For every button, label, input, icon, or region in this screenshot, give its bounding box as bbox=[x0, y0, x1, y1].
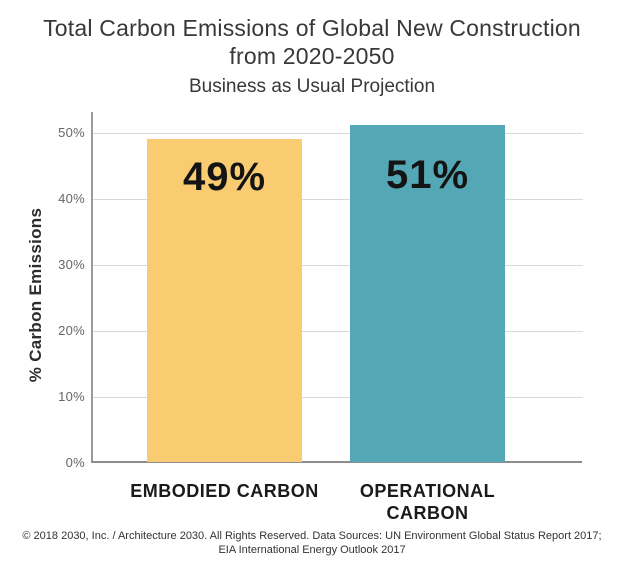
bar-value-label-embodied: 49% bbox=[182, 154, 267, 199]
y-tick-label-20%: 20% bbox=[58, 323, 85, 338]
chart-title-line2: from 2020-2050 bbox=[229, 43, 395, 69]
title-block: Total Carbon Emissions of Global New Con… bbox=[0, 14, 624, 99]
gridline-30% bbox=[92, 264, 583, 266]
x-axis-line bbox=[91, 461, 582, 463]
bar-embodied-carbon: 49% bbox=[147, 138, 302, 462]
y-tick-label-50%: 50% bbox=[58, 125, 85, 140]
bar-operational-carbon: 51% bbox=[350, 125, 505, 462]
footer-copyright: © 2018 2030, Inc. / Architecture 2030. A… bbox=[0, 529, 624, 557]
category-label-embodied: EMBODIED CARBON bbox=[130, 481, 319, 501]
y-tick-label-30%: 30% bbox=[58, 257, 85, 272]
y-tick-label-0%: 0% bbox=[65, 455, 85, 470]
chart-title-line1: Total Carbon Emissions of Global New Con… bbox=[43, 15, 581, 41]
y-axis-title: % Carbon Emissions bbox=[26, 207, 45, 383]
footer-line1: © 2018 2030, Inc. / Architecture 2030. A… bbox=[22, 530, 602, 542]
y-tick-label-40%: 40% bbox=[58, 191, 85, 206]
gridline-10% bbox=[92, 396, 583, 398]
y-axis-line bbox=[91, 112, 93, 463]
category-label-operational: OPERATIONAL CARBON bbox=[359, 481, 496, 523]
footer-line2: EIA International Energy Outlook 2017 bbox=[218, 544, 406, 556]
y-tick-label-10%: 10% bbox=[58, 389, 85, 404]
gridline-40% bbox=[92, 198, 583, 200]
gridline-20% bbox=[92, 330, 583, 332]
gridline-50% bbox=[92, 132, 583, 134]
bar-value-label-operational: 51% bbox=[385, 153, 470, 198]
chart-subtitle: Business as Usual Projection bbox=[188, 76, 436, 97]
